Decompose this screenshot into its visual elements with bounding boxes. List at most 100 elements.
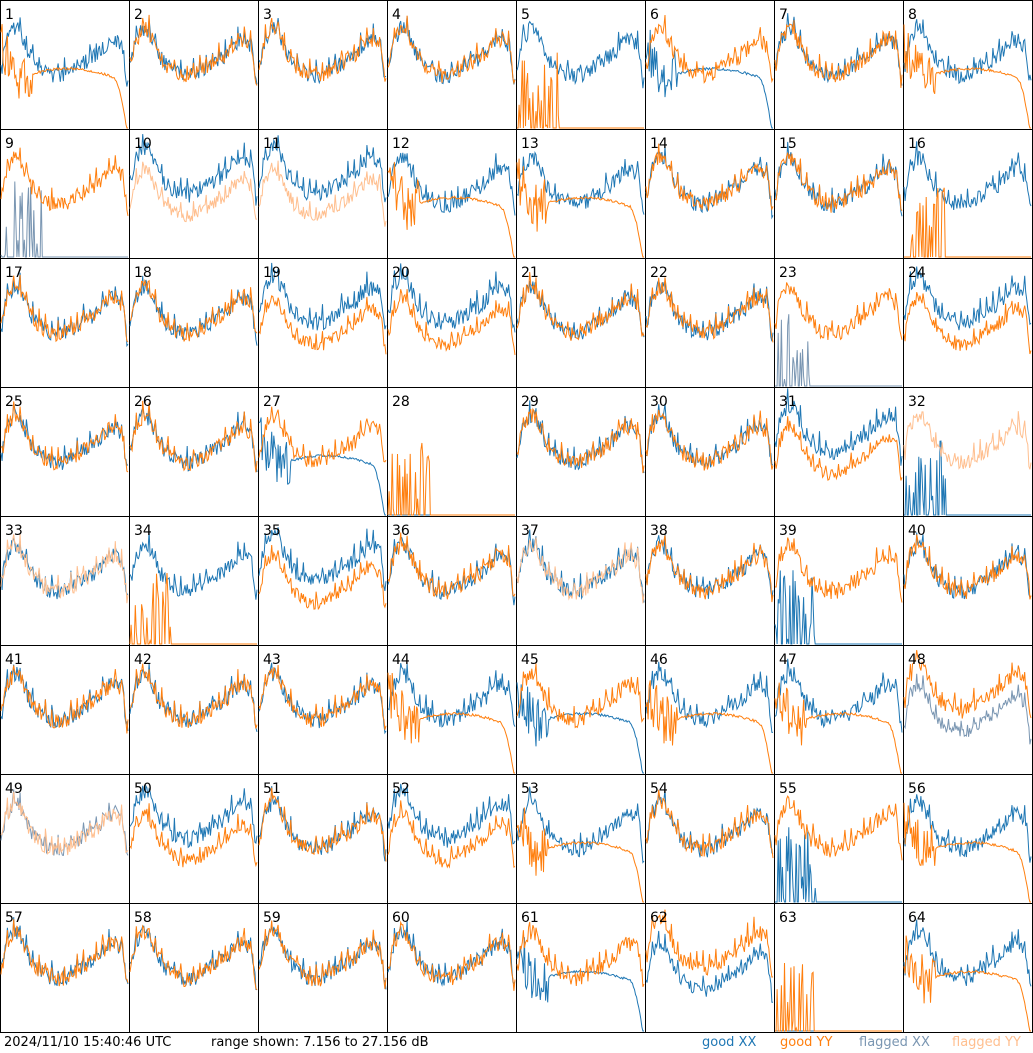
panel-frame [0, 645, 130, 775]
panel-label: 60 [392, 910, 410, 926]
series-xx-panel-8 [903, 19, 1032, 85]
panel-27: 27 [258, 387, 388, 517]
panel-label: 25 [5, 394, 23, 410]
panel-58: 58 [129, 903, 259, 1033]
panel-label: 36 [392, 523, 410, 539]
panel-label: 18 [134, 265, 152, 281]
series-xx-panel-64 [903, 919, 1032, 987]
series-yy-panel-15 [774, 152, 903, 213]
series-yy-panel-36 [387, 532, 516, 600]
panel-38: 38 [645, 516, 775, 646]
series-yy-panel-53 [516, 807, 644, 903]
panel-8: 8 [903, 0, 1033, 130]
panel-label: 50 [134, 781, 152, 797]
panel-20: 20 [387, 258, 517, 388]
series-yy-panel-28 [387, 442, 515, 516]
timestamp: 2024/11/10 15:40:46 UTC [4, 1035, 172, 1050]
panel-label: 4 [392, 7, 401, 23]
series-xx-panel-9 [0, 181, 128, 258]
series-yy-panel-49 [0, 791, 129, 856]
panel-64: 64 [903, 903, 1033, 1033]
panel-2: 2 [129, 0, 259, 130]
panel-label: 58 [134, 910, 152, 926]
series-yy-panel-25 [0, 401, 129, 473]
panel-5: 5 [516, 0, 646, 130]
footer-bar: 2024/11/10 15:40:46 UTC range shown: 7.1… [0, 1033, 1033, 1053]
panel-frame [516, 129, 646, 259]
panel-label: 12 [392, 136, 410, 152]
panel-21: 21 [516, 258, 646, 388]
panel-45: 45 [516, 645, 646, 775]
panel-28: 28 [387, 387, 517, 517]
panel-29: 29 [516, 387, 646, 517]
series-yy-panel-43 [258, 664, 387, 730]
panel-label: 43 [263, 652, 281, 668]
panel-label: 61 [521, 910, 539, 926]
panel-label: 39 [779, 523, 797, 539]
panel-63: 63 [774, 903, 904, 1033]
panel-17: 17 [0, 258, 130, 388]
panel-61: 61 [516, 903, 646, 1033]
series-xx-panel-23 [775, 314, 902, 387]
panel-frame [645, 387, 775, 517]
panel-11: 11 [258, 129, 388, 259]
series-xx-panel-12 [387, 152, 516, 216]
panel-13: 13 [516, 129, 646, 259]
panel-24: 24 [903, 258, 1033, 388]
panel-36: 36 [387, 516, 517, 646]
panel-label: 47 [779, 652, 797, 668]
series-yy-panel-6 [645, 14, 774, 84]
panel-57: 57 [0, 903, 130, 1033]
panel-label: 22 [650, 265, 668, 281]
panel-label: 37 [521, 523, 539, 539]
series-yy-panel-21 [516, 271, 645, 341]
legend-good-yy: good YY [780, 1035, 833, 1050]
panel-label: 53 [521, 781, 539, 797]
panel-label: 6 [650, 7, 659, 23]
legend-good-xx: good XX [702, 1035, 757, 1050]
panel-frame [774, 774, 904, 904]
panel-label: 16 [908, 136, 926, 152]
series-yy-panel-42 [129, 663, 258, 729]
series-yy-panel-35 [258, 544, 387, 611]
panel-33: 33 [0, 516, 130, 646]
series-yy-panel-32 [903, 411, 1032, 470]
series-yy-panel-10 [129, 161, 257, 223]
panel-frame [129, 645, 259, 775]
series-xx-panel-45 [516, 682, 644, 774]
series-yy-panel-51 [258, 787, 387, 862]
panel-label: 64 [908, 910, 926, 926]
series-yy-panel-39 [774, 537, 903, 603]
series-xx-panel-53 [516, 786, 645, 864]
series-yy-panel-37 [516, 537, 645, 604]
panel-44: 44 [387, 645, 517, 775]
panel-53: 53 [516, 774, 646, 904]
panel-label: 10 [134, 136, 152, 152]
panel-label: 63 [779, 910, 797, 926]
series-yy-panel-29 [516, 407, 645, 474]
series-xx-panel-10 [129, 134, 258, 206]
series-yy-panel-30 [645, 409, 774, 471]
panel-25: 25 [0, 387, 130, 517]
panel-label: 9 [5, 136, 14, 152]
panel-14: 14 [645, 129, 775, 259]
series-xx-panel-35 [258, 527, 387, 591]
panel-label: 34 [134, 523, 152, 539]
series-xx-panel-39 [774, 570, 902, 645]
series-xx-panel-24 [903, 266, 1032, 331]
series-yy-panel-34 [129, 572, 257, 645]
series-xx-panel-52 [387, 783, 516, 848]
series-xx-panel-42 [129, 663, 258, 733]
panel-label: 14 [650, 136, 668, 152]
panel-39: 39 [774, 516, 904, 646]
panel-3: 3 [258, 0, 388, 130]
panel-54: 54 [645, 774, 775, 904]
panel-label: 11 [263, 136, 281, 152]
panel-label: 8 [908, 7, 917, 23]
panel-51: 51 [258, 774, 388, 904]
panel-35: 35 [258, 516, 388, 646]
series-xx-panel-29 [516, 400, 645, 474]
panel-frame [129, 129, 259, 259]
panel-frame [774, 516, 904, 646]
series-yy-panel-48 [903, 650, 1032, 719]
